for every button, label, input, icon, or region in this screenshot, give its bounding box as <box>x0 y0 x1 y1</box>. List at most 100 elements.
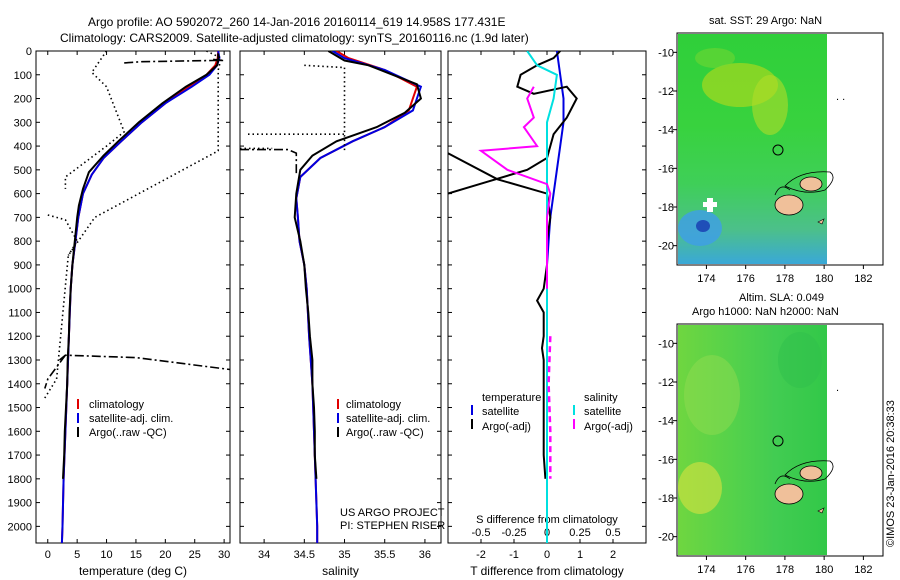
plot-frame <box>35 50 231 544</box>
x-tick-label: 2 <box>610 549 616 561</box>
sla-map-title: Altim. SLA: 0.049 <box>739 292 824 304</box>
map-x-tick-label: 182 <box>854 273 872 285</box>
sst-map-title: sat. SST: 29 Argo: NaN <box>709 15 822 27</box>
legend-label-satellite: satellite-adj. clim. <box>346 413 430 425</box>
sst-dots: . . <box>836 91 845 103</box>
top-x-tick-label: 0.25 <box>569 527 590 539</box>
map-y-tick-label: -14 <box>658 125 674 137</box>
salinity-panel: 34 34.5 35 35.5 36 salinity <box>239 50 442 578</box>
sla-dots: . <box>836 382 839 394</box>
series-line-satellite <box>546 51 565 543</box>
temperature-panel: 0100200300400500600700800900100011001200… <box>8 46 231 578</box>
series-line-argo-adj- <box>448 51 578 195</box>
header-line-1: Argo profile: AO 5902072_260 14-Jan-2016… <box>88 15 505 29</box>
map-y-tick-label: -12 <box>658 377 674 389</box>
argo-position-marker <box>772 435 784 447</box>
sla-high-patch <box>678 462 722 514</box>
series-line-dotted <box>64 51 126 189</box>
legend-label-temperature-argo: Argo(-adj) <box>482 421 531 433</box>
salinity-legend: climatology satellite-adj. clim. Argo(..… <box>337 399 430 439</box>
map-x-tick-label: 174 <box>697 564 715 576</box>
plot-frame <box>239 50 442 544</box>
x-tick-label: 35 <box>338 549 350 561</box>
y-tick-label: 1500 <box>8 403 32 415</box>
top-x-tick-label: -0.5 <box>472 527 491 539</box>
y-tick-label: 100 <box>14 70 32 82</box>
map-y-tick-label: -16 <box>658 454 674 466</box>
sla-map: Altim. SLA: 0.049 Argo h1000: NaN h2000:… <box>658 292 884 576</box>
map-x-tick-label: 176 <box>736 564 754 576</box>
legend-label-salinity-argo: Argo(-adj) <box>584 421 633 433</box>
x-tick-label: -1 <box>509 549 519 561</box>
series-line-dashdot <box>44 354 67 389</box>
map-y-tick-label: -12 <box>658 86 674 98</box>
map-y-tick-label: -10 <box>658 47 674 59</box>
legend-label-argo: Argo(..raw -QC) <box>346 427 424 439</box>
x-tick-label: 1 <box>577 549 583 561</box>
fiji-islands <box>774 460 834 514</box>
y-tick-label: 1400 <box>8 379 32 391</box>
map-x-tick-label: 176 <box>736 273 754 285</box>
y-tick-label: 700 <box>14 212 32 224</box>
x-tick-label: 15 <box>130 549 142 561</box>
legend-label-argo: Argo(..raw -QC) <box>89 427 167 439</box>
x-tick-label: 34.5 <box>294 549 315 561</box>
x-tick-label: 36 <box>419 549 431 561</box>
x-tick-label: 10 <box>100 549 112 561</box>
x-tick-label: 20 <box>159 549 171 561</box>
sla-low-patch <box>778 332 822 388</box>
map-x-tick-label: 182 <box>854 564 872 576</box>
sst-missing-data <box>707 198 713 212</box>
y-tick-label: 400 <box>14 141 32 153</box>
x-axis-label: temperature (deg C) <box>79 564 187 578</box>
argo-position-marker <box>772 144 784 156</box>
y-tick-label: 1900 <box>8 498 32 510</box>
y-tick-label: 1200 <box>8 331 32 343</box>
sla-high-patch <box>684 355 740 435</box>
sla-map-ticks: 174 176 178 180 182 -10 -12 -14 -16 -18 -20 <box>658 338 872 576</box>
x-tick-label: 35.5 <box>374 549 395 561</box>
map-y-tick-label: -18 <box>658 202 674 214</box>
series-line-argo-raw-qc- <box>62 53 220 479</box>
series-line-argo-raw-qc- <box>293 51 423 479</box>
y-tick-label: 1100 <box>8 307 32 319</box>
sst-map: sat. SST: 29 Argo: NaN . . 174 176 178 180 1… <box>658 15 884 285</box>
sst-warm-patch <box>752 75 788 135</box>
y-tick-label: 1800 <box>8 474 32 486</box>
series-line-dashdot <box>58 354 230 371</box>
series-line-argo-adj-dashed <box>547 336 552 479</box>
project-line-1: US ARGO PROJECT <box>340 507 445 519</box>
map-x-tick-label: 174 <box>697 273 715 285</box>
x-tick-label: 25 <box>189 549 201 561</box>
y-tick-label: 800 <box>14 236 32 248</box>
map-y-tick-label: -18 <box>658 493 674 505</box>
series-line-dotted <box>47 214 79 256</box>
x-axis-label: T difference from climatology <box>470 564 624 578</box>
map-y-tick-label: -16 <box>658 163 674 175</box>
x-tick-label: 30 <box>218 549 230 561</box>
legend-label-salinity-satellite: satellite <box>584 406 621 418</box>
difference-panel: -2 -1 0 1 2 T difference from climatology -0.5… <box>447 50 647 578</box>
map-y-tick-label: -10 <box>658 338 674 350</box>
x-tick-label: 0 <box>45 549 51 561</box>
x-tick-label: 5 <box>74 549 80 561</box>
map-x-tick-label: 178 <box>776 564 794 576</box>
y-tick-label: 1300 <box>8 355 32 367</box>
legend-label-temperature-satellite: satellite <box>482 406 519 418</box>
map-y-tick-label: -20 <box>658 241 674 253</box>
sla-map-subtitle: Argo h1000: NaN h2000: NaN <box>692 306 839 318</box>
x-tick-label: 34 <box>258 549 270 561</box>
x-axis-label: salinity <box>322 564 359 578</box>
sst-cold-spot <box>696 220 710 232</box>
fiji-islands <box>774 171 834 225</box>
map-y-tick-label: -20 <box>658 532 674 544</box>
map-x-tick-label: 178 <box>776 273 794 285</box>
y-tick-label: 600 <box>14 189 32 201</box>
series-line-satellite <box>526 51 558 543</box>
top-x-tick-label: 0.5 <box>605 527 620 539</box>
project-line-2: PI: STEPHEN RISER <box>340 520 445 532</box>
series-line-argo-adj- <box>478 86 552 289</box>
y-tick-label: 500 <box>14 165 32 177</box>
map-x-tick-label: 180 <box>815 273 833 285</box>
